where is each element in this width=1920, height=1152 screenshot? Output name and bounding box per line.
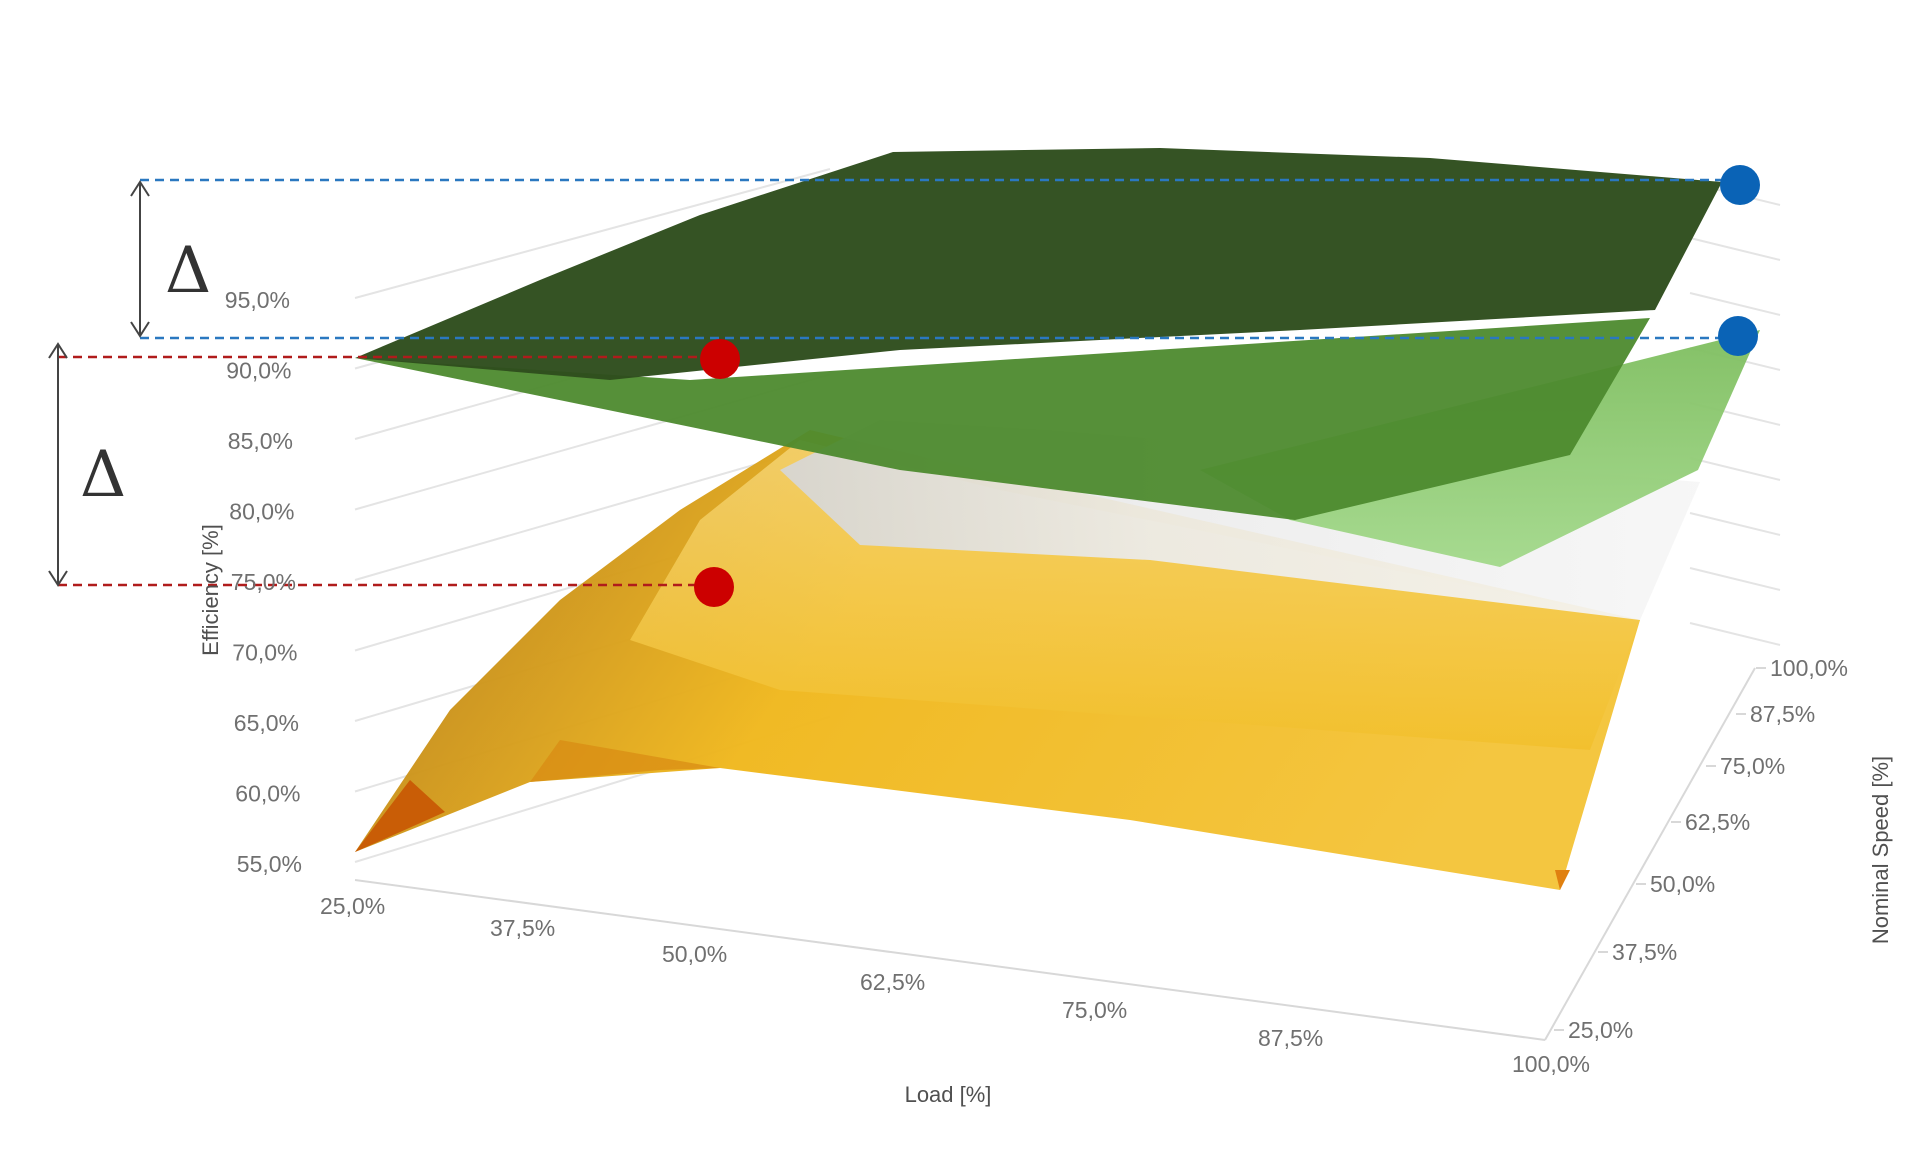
y-gridline [354,442,831,581]
delta-lower-label: Δ [80,438,126,512]
z-tick-label: 75,0% [1720,753,1785,779]
delta-arrow-upper-head-bottom [130,321,150,338]
y-tick-label: 70,0% [232,640,297,666]
right-wall-gridline [1689,512,1781,536]
blue-marker-lower [1718,316,1758,356]
y-tick-label: 80,0% [229,499,294,525]
x-tick-label: 62,5% [860,969,925,995]
right-wall-gridline [1689,237,1781,261]
y-tick-label: 60,0% [235,781,300,807]
right-wall-gridline [1689,457,1781,481]
x-axis-line [354,879,1546,1041]
z-axis-line [1544,667,1756,1041]
z-tick-label: 37,5% [1612,939,1677,965]
right-wall-gridline [1689,567,1781,591]
z-tick-label: 62,5% [1685,809,1750,835]
z-tick-label: 25,0% [1568,1017,1633,1043]
delta-arrow-lower-head-bottom [48,570,68,587]
delta-arrow-upper-head-top [130,180,150,197]
x-tick-label: 37,5% [490,915,555,941]
x-tick-label: 75,0% [1062,997,1127,1023]
y-tick-label: 75,0% [231,569,296,595]
x-axis-title: Load [%] [905,1082,992,1107]
delta-upper-label: Δ [165,234,211,308]
y-tick-label: 95,0% [225,287,290,313]
z-tick-label: 100,0% [1770,655,1848,681]
blue-marker-upper [1720,165,1760,205]
dark-green-surface [355,148,1722,380]
orange-edge [1555,870,1570,890]
right-wall-gridline [1689,292,1781,316]
orange-corner [355,780,445,852]
z-axis-title: Nominal Speed [%] [1868,756,1893,944]
z-tick-label: 50,0% [1650,871,1715,897]
right-wall-gridline [1689,622,1781,646]
x-tick-label: 87,5% [1258,1025,1323,1051]
y-axis-title: Efficiency [%] [198,524,223,656]
y-gridline [354,168,831,299]
y-tick-label: 55,0% [237,851,302,877]
x-tick-label: 100,0% [1512,1051,1590,1077]
surfaces [355,148,1760,890]
y-tick-label: 85,0% [228,428,293,454]
red-marker-lower [694,567,734,607]
z-tick-label: 87,5% [1750,701,1815,727]
annotations [48,165,1760,607]
delta-arrow-lower-head-top [48,342,68,359]
red-marker-upper [700,339,740,379]
x-tick-label: 25,0% [320,893,385,919]
orange-strip [530,740,720,782]
mid-green-surface [355,318,1650,520]
x-tick-label: 50,0% [662,941,727,967]
tick-labels: 55,0% 60,0% 65,0% 70,0% 75,0% 80,0% 85,0% 90,0%… [225,287,1848,1077]
y-tick-label: 65,0% [234,710,299,736]
y-tick-label: 90,0% [226,358,291,384]
